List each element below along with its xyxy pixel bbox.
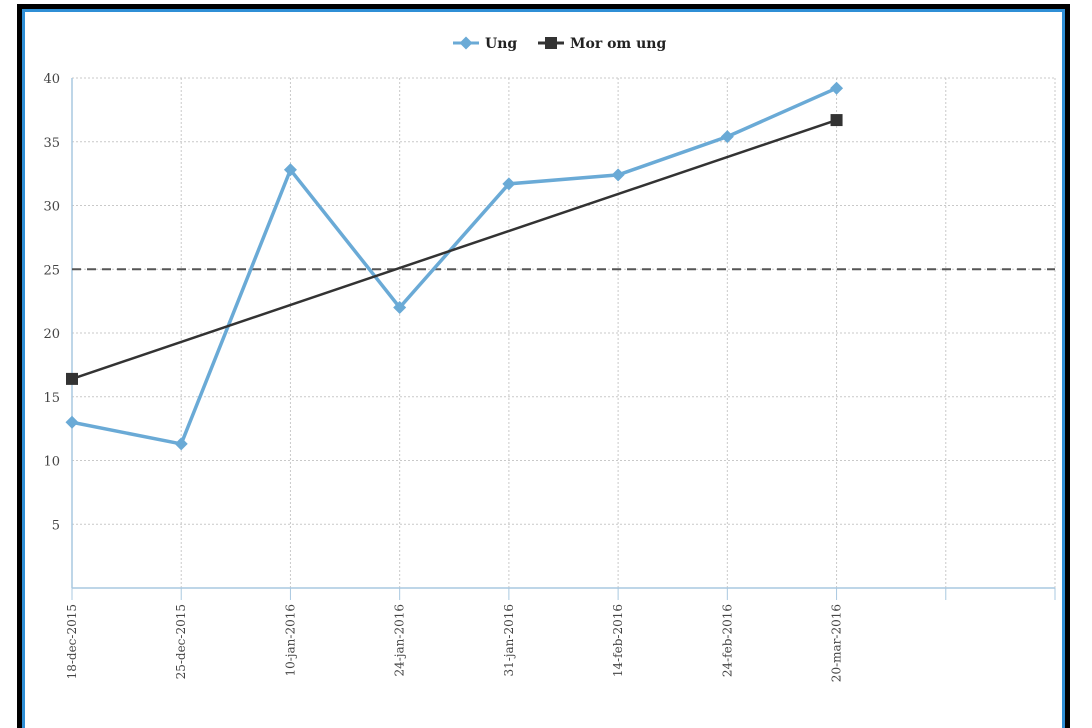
- y-tick-label: 20: [43, 327, 60, 342]
- chart-frame-inner-border: [22, 9, 1065, 728]
- y-tick-label: 35: [43, 136, 60, 151]
- legend-item-ung: Ung: [453, 36, 517, 52]
- x-tick-label: 10-jan-2016: [283, 604, 297, 677]
- ung-marker: [65, 415, 79, 429]
- series-mor-om-ung: [66, 114, 843, 385]
- ung-line: [71, 86, 838, 446]
- ung-marker: [174, 437, 188, 451]
- mor-om-ung-line: [71, 118, 837, 381]
- x-tick-label: 24-feb-2016: [720, 604, 734, 677]
- chart-frame: [17, 4, 1070, 728]
- legend-label: Mor om ung: [570, 36, 666, 52]
- y-tick-label: 40: [43, 72, 60, 87]
- gridlines: [72, 77, 1056, 588]
- ung-marker: [830, 81, 844, 95]
- series-group: [65, 81, 844, 451]
- mor-om-ung-marker: [830, 114, 843, 127]
- ung-marker: [393, 301, 407, 314]
- ung-marker: [283, 163, 297, 177]
- legend-label: Ung: [485, 36, 517, 52]
- x-tick-label: 18-dec-2015: [65, 604, 79, 679]
- ung-marker: [611, 168, 625, 182]
- legend-item-mor-om-ung: Mor om ung: [538, 36, 666, 52]
- series-ung: [65, 81, 844, 451]
- y-tick-label: 30: [43, 200, 60, 215]
- x-tick-label: 31-jan-2016: [502, 604, 516, 677]
- x-tick-label: 24-jan-2016: [393, 604, 407, 677]
- ung-marker: [720, 130, 734, 144]
- legend: Ung Mor om ung: [453, 36, 666, 52]
- x-tick-label: 25-dec-2015: [174, 604, 188, 679]
- mor-om-ung-marker: [545, 37, 557, 49]
- y-tick-label: 25: [43, 263, 60, 278]
- x-tick-label: 14-feb-2016: [611, 604, 625, 677]
- y-tick-label: 15: [43, 391, 60, 406]
- mor-om-ung-marker: [66, 372, 78, 385]
- ung-marker: [459, 36, 473, 50]
- axes: 5 10 15 20 25 30 35 40 18-dec-2015 25-dec-2015 10-…: [43, 72, 1056, 682]
- x-tick-label: 20-mar-2016: [830, 604, 844, 682]
- y-tick-label: 10: [43, 455, 60, 470]
- y-tick-label: 5: [52, 518, 60, 533]
- ung-marker: [502, 177, 516, 191]
